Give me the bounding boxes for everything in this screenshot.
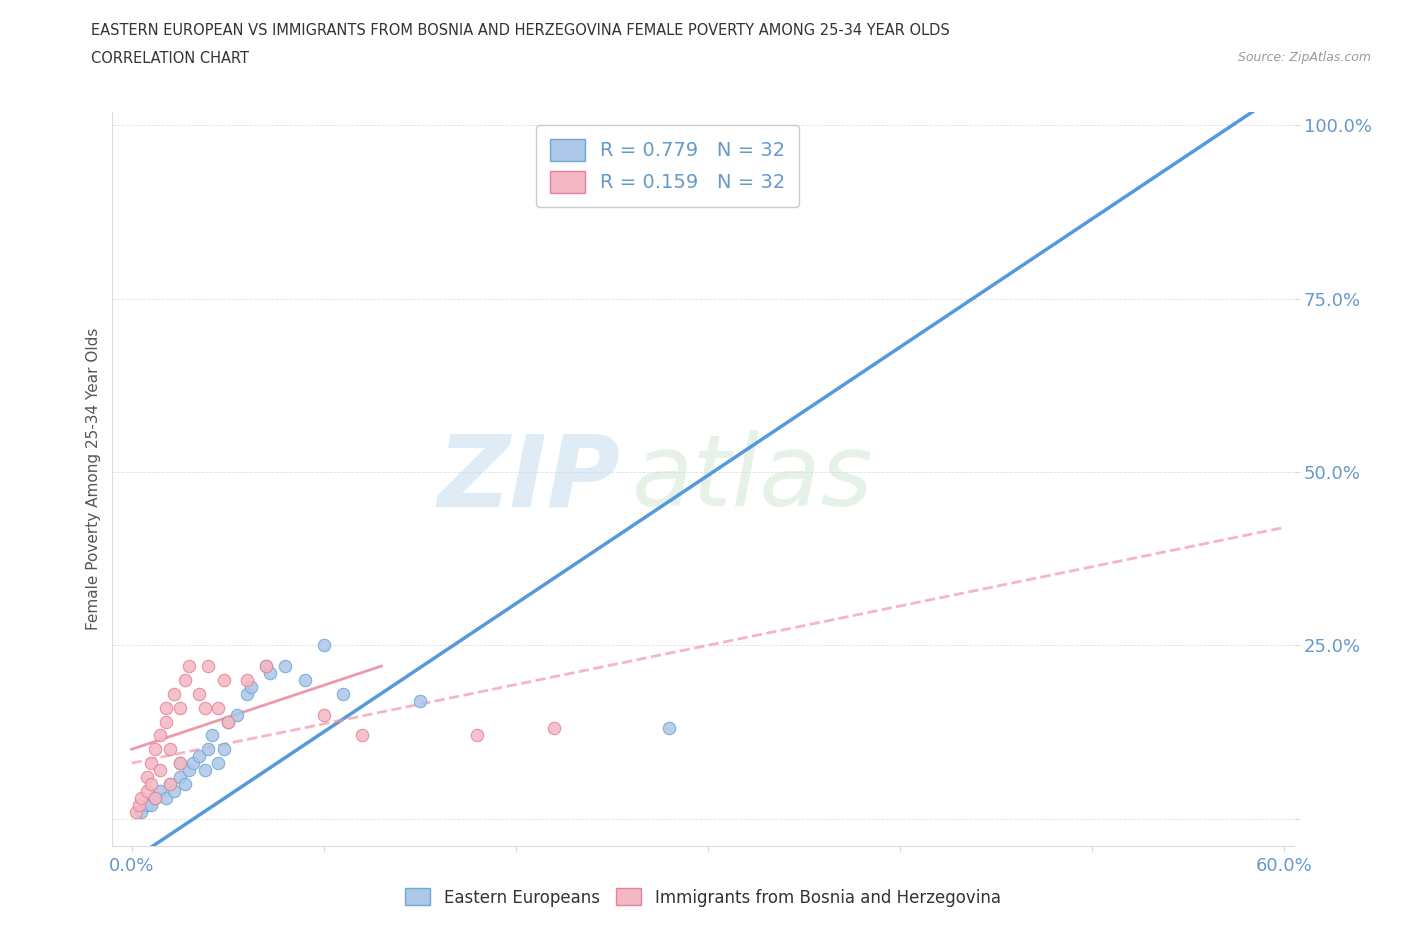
Text: CORRELATION CHART: CORRELATION CHART <box>91 51 249 66</box>
Point <box>136 797 159 812</box>
Point <box>155 700 177 715</box>
Point <box>352 728 374 743</box>
Point <box>149 728 172 743</box>
Legend: R = 0.779   N = 32, R = 0.159   N = 32: R = 0.779 N = 32, R = 0.159 N = 32 <box>536 125 799 206</box>
Point <box>128 797 150 812</box>
Point <box>155 790 177 805</box>
Point <box>139 797 162 812</box>
Point <box>259 666 281 681</box>
Point <box>143 790 166 805</box>
Text: EASTERN EUROPEAN VS IMMIGRANTS FROM BOSNIA AND HERZEGOVINA FEMALE POVERTY AMONG : EASTERN EUROPEAN VS IMMIGRANTS FROM BOSN… <box>91 23 950 38</box>
Text: atlas: atlas <box>633 431 873 527</box>
Point <box>159 742 181 757</box>
Point <box>409 693 432 708</box>
Point <box>239 680 262 695</box>
Point <box>332 686 354 701</box>
Point <box>159 777 181 791</box>
Point <box>181 756 204 771</box>
Point <box>136 783 159 798</box>
Point <box>212 742 235 757</box>
Point <box>467 728 489 743</box>
Point <box>187 686 209 701</box>
Point <box>169 756 191 771</box>
Point <box>179 763 201 777</box>
Text: Source: ZipAtlas.com: Source: ZipAtlas.com <box>1237 51 1371 64</box>
Point <box>197 742 219 757</box>
Point <box>129 790 152 805</box>
Point <box>139 777 162 791</box>
Point <box>638 166 661 181</box>
Point <box>163 686 186 701</box>
Point <box>194 763 217 777</box>
Point <box>254 658 277 673</box>
Point <box>236 672 259 687</box>
Point <box>254 658 277 673</box>
Text: ZIP: ZIP <box>437 431 620 527</box>
Point <box>129 804 152 819</box>
Point <box>543 721 565 736</box>
Point <box>139 756 162 771</box>
Point <box>201 728 224 743</box>
Point <box>207 700 229 715</box>
Point <box>169 769 191 784</box>
Point <box>136 769 159 784</box>
Point <box>197 658 219 673</box>
Point <box>236 686 259 701</box>
Y-axis label: Female Poverty Among 25-34 Year Olds: Female Poverty Among 25-34 Year Olds <box>86 327 101 631</box>
Point <box>155 714 177 729</box>
Point <box>143 790 166 805</box>
Point <box>312 707 335 722</box>
Point <box>169 700 191 715</box>
Point <box>179 658 201 673</box>
Legend: Eastern Europeans, Immigrants from Bosnia and Herzegovina: Eastern Europeans, Immigrants from Bosni… <box>399 882 1007 913</box>
Point <box>143 742 166 757</box>
Point <box>174 672 197 687</box>
Point <box>207 756 229 771</box>
Point <box>274 658 297 673</box>
Point <box>159 777 181 791</box>
Point <box>174 777 197 791</box>
Point <box>217 714 239 729</box>
Point <box>194 700 217 715</box>
Point <box>212 672 235 687</box>
Point <box>149 763 172 777</box>
Point <box>149 783 172 798</box>
Point <box>312 638 335 653</box>
Point <box>124 804 146 819</box>
Point <box>294 672 316 687</box>
Point <box>658 721 681 736</box>
Point <box>217 714 239 729</box>
Point <box>226 707 249 722</box>
Point <box>169 756 191 771</box>
Point <box>187 749 209 764</box>
Point <box>163 783 186 798</box>
